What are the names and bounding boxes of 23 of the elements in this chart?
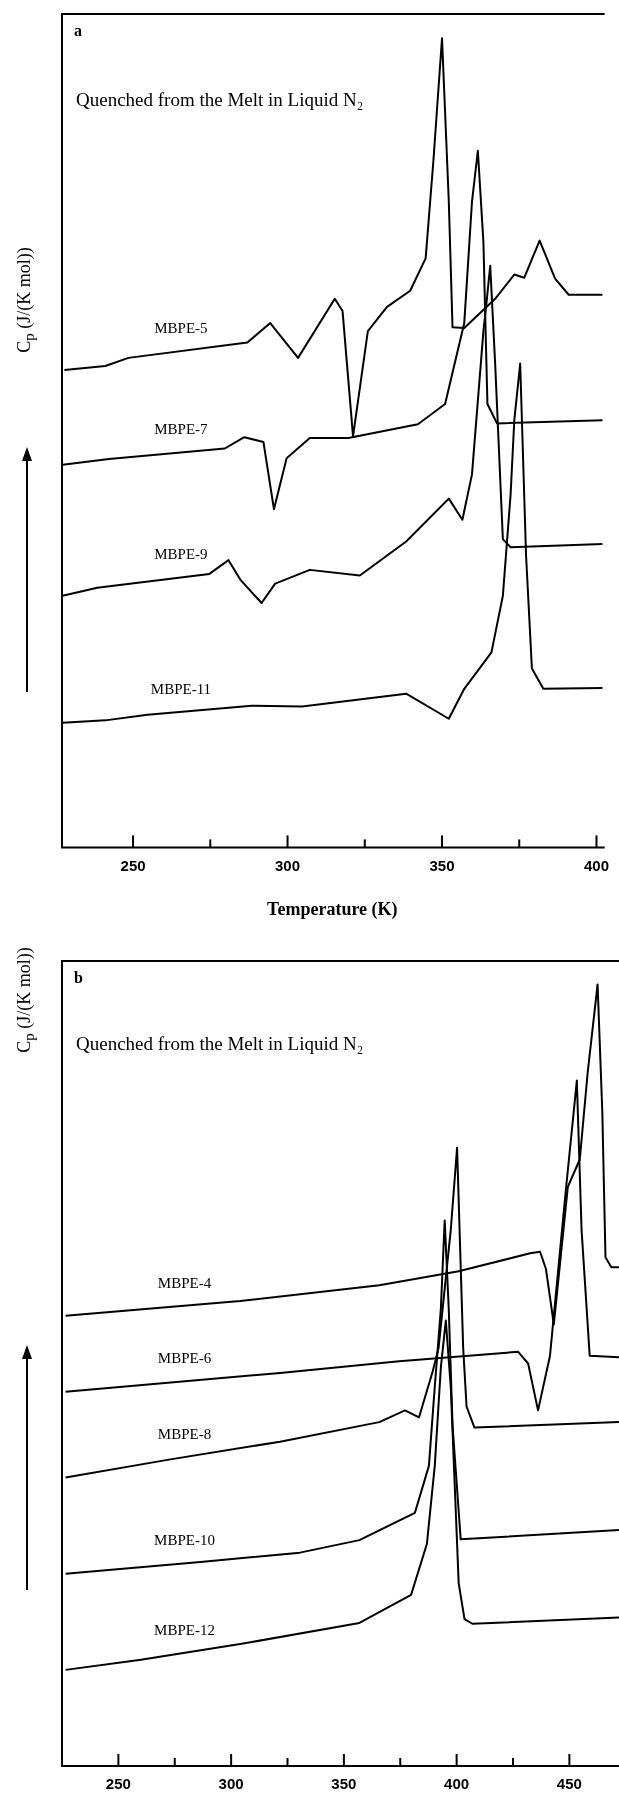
series-label: MBPE-5 bbox=[154, 320, 208, 337]
chart-title: a bbox=[74, 22, 82, 39]
x-tick-label: 250 bbox=[105, 1775, 131, 1793]
series-label: MBPE-10 bbox=[154, 1532, 215, 1549]
series-label: MBPE-9 bbox=[154, 546, 208, 563]
x-axis-title: Temperature (K) bbox=[267, 898, 398, 920]
series-label: MBPE-7 bbox=[154, 421, 209, 438]
series-label: MBPE-11 bbox=[150, 680, 212, 697]
series-label: MBPE-4 bbox=[157, 1274, 212, 1291]
x-tick-label: 300 bbox=[218, 1775, 244, 1793]
x-tick-label: 350 bbox=[331, 1775, 357, 1793]
x-tick-label: 450 bbox=[556, 1775, 582, 1793]
x-tick-label: 350 bbox=[429, 856, 455, 874]
series-label: MBPE-8 bbox=[157, 1426, 212, 1443]
series-label: MBPE-6 bbox=[157, 1350, 212, 1367]
series-label: MBPE-12 bbox=[154, 1621, 215, 1638]
annotation: Quenched from the Melt in Liquid N₂ bbox=[76, 1032, 364, 1054]
x-tick-label: 300 bbox=[275, 856, 301, 874]
x-tick-label: 400 bbox=[583, 856, 609, 874]
x-tick-label: 250 bbox=[120, 856, 146, 874]
chart-title: b bbox=[74, 969, 83, 986]
annotation: Quenched from the Melt in Liquid N₂ bbox=[76, 88, 364, 110]
x-tick-label: 400 bbox=[444, 1775, 470, 1793]
